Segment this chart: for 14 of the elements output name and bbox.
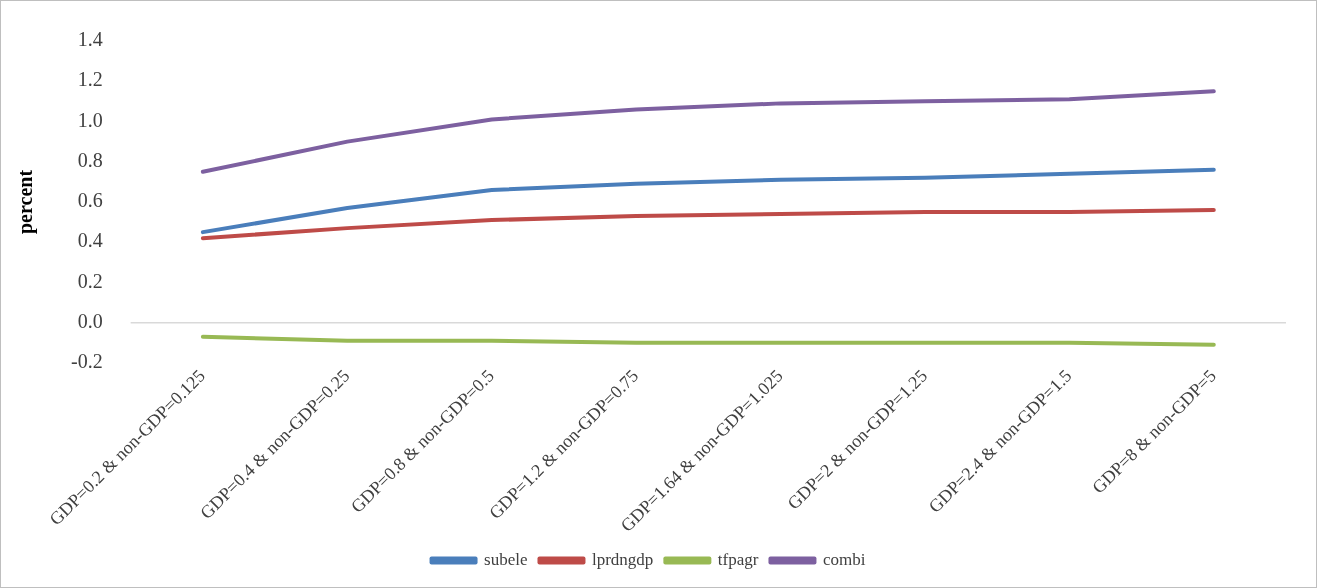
y-tick-label: -0.2 xyxy=(70,350,103,373)
legend-label: tfpagr xyxy=(717,549,759,569)
legend-label: combi xyxy=(822,549,866,569)
y-tick-label: 0.2 xyxy=(77,269,103,292)
y-tick-label: 1.0 xyxy=(77,108,103,131)
legend-label: subele xyxy=(484,549,528,569)
y-axis-title: percent xyxy=(14,169,38,234)
y-tick-label: 0.6 xyxy=(77,189,103,212)
legend-label: lprdngdp xyxy=(591,549,654,569)
y-tick-label: 1.2 xyxy=(77,68,103,91)
y-tick-label: 1.4 xyxy=(77,28,103,51)
y-tick-label: 0.8 xyxy=(77,148,103,171)
y-tick-label: 0.4 xyxy=(77,229,103,252)
y-tick-label: 0.0 xyxy=(77,309,103,332)
